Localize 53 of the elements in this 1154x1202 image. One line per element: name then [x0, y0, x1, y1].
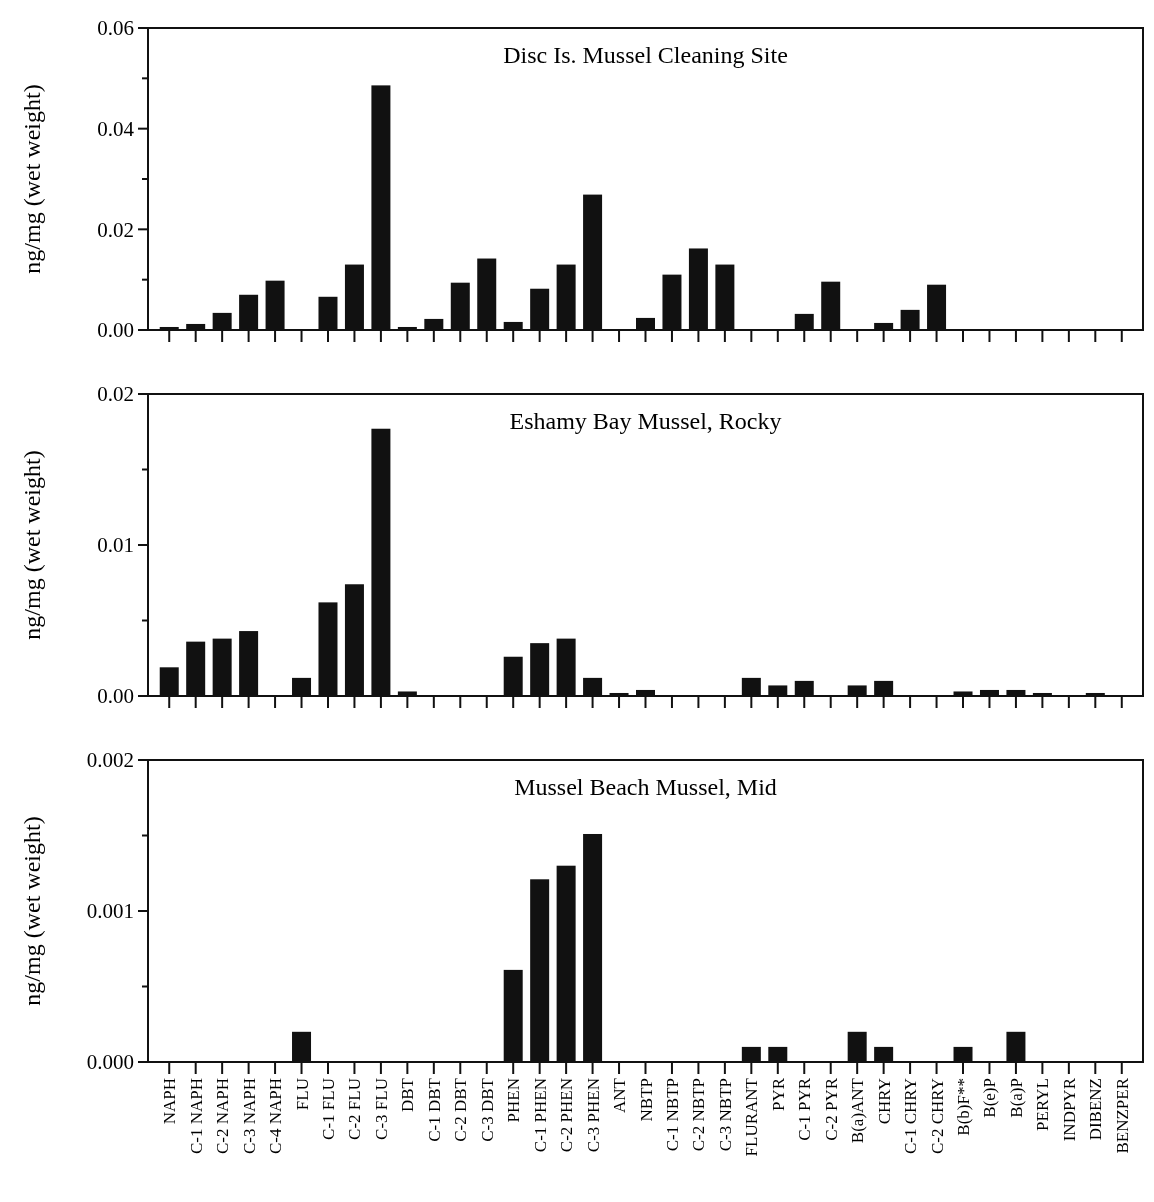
- x-tick-label: C-2 PHEN: [557, 1078, 577, 1153]
- x-tick-label: C-1 CHRY: [901, 1078, 921, 1155]
- y-tick-label: 0.00: [97, 318, 134, 343]
- x-tick-label: B(a)ANT: [848, 1077, 868, 1144]
- x-tick-label: B(a)P: [1006, 1078, 1026, 1118]
- y-axis-title: ng/mg (wet weight): [19, 450, 45, 640]
- x-tick-label: C-3 NBTP: [715, 1078, 735, 1152]
- x-tick-label: ANT: [610, 1077, 630, 1113]
- x-tick-label: C-2 DBT: [451, 1077, 471, 1142]
- x-tick-label: INDPYR: [1059, 1077, 1079, 1142]
- text: Eshamy Bay Mussel, Rocky: [509, 408, 782, 434]
- y-tick-label: 0.000: [86, 1050, 134, 1075]
- x-tick-label: B(e)P: [980, 1078, 1000, 1118]
- x-tick-label: C-1 PHEN: [530, 1078, 550, 1153]
- x-tick-label: C-3 PHEN: [583, 1078, 603, 1153]
- x-tick-label: C-3 NAPH: [239, 1078, 259, 1155]
- y-axis-title: ng/mg (wet weight): [19, 816, 45, 1006]
- x-tick-label: C-3 DBT: [477, 1077, 497, 1142]
- x-tick-label: BENZPER: [1112, 1077, 1132, 1154]
- text: Disc Is. Mussel Cleaning Site: [503, 42, 788, 68]
- y-tick-label: 0.00: [97, 684, 134, 709]
- x-tick-label: NBTP: [636, 1078, 656, 1122]
- y-tick-label: 0.001: [86, 899, 134, 924]
- x-tick-label: PERYL: [1033, 1078, 1053, 1131]
- x-tick-label: C-2 PYR: [821, 1077, 841, 1141]
- y-tick-label: 0.02: [97, 382, 134, 407]
- x-tick-label: C-3 FLU: [371, 1078, 391, 1140]
- x-tick-label: B(b)F**: [954, 1078, 974, 1136]
- x-tick-label: FLU: [292, 1078, 312, 1111]
- x-tick-label: PHEN: [504, 1078, 524, 1123]
- x-tick-label: C-2 FLU: [345, 1078, 365, 1140]
- x-tick-label: C-1 NAPH: [186, 1078, 206, 1155]
- x-tick-label: C-1 PYR: [795, 1077, 815, 1141]
- x-tick-label: C-1 DBT: [424, 1077, 444, 1142]
- x-tick-label: PYR: [768, 1077, 788, 1112]
- y-axis-title: ng/mg (wet weight): [19, 84, 45, 274]
- x-tick-label: DIBENZ: [1086, 1078, 1106, 1141]
- x-tick-label: C-4 NAPH: [266, 1078, 286, 1155]
- x-tick-label: C-2 NAPH: [213, 1078, 233, 1155]
- y-tick-label: 0.06: [97, 16, 134, 41]
- x-tick-label: FLURANT: [742, 1077, 762, 1157]
- y-tick-label: 0.01: [97, 533, 134, 558]
- x-tick-label: C-2 NBTP: [689, 1078, 709, 1152]
- x-tick-label: NAPH: [160, 1078, 180, 1125]
- x-tick-label: DBT: [398, 1077, 418, 1112]
- y-tick-label: 0.002: [86, 748, 134, 773]
- x-tick-label: CHRY: [874, 1078, 894, 1125]
- y-tick-label: 0.04: [97, 117, 135, 142]
- x-tick-label: C-1 FLU: [318, 1078, 338, 1140]
- text: Mussel Beach Mussel, Mid: [514, 774, 777, 800]
- x-tick-label: C-2 CHRY: [927, 1078, 947, 1155]
- y-tick-label: 0.02: [97, 217, 134, 242]
- x-tick-label: C-1 NBTP: [662, 1078, 682, 1152]
